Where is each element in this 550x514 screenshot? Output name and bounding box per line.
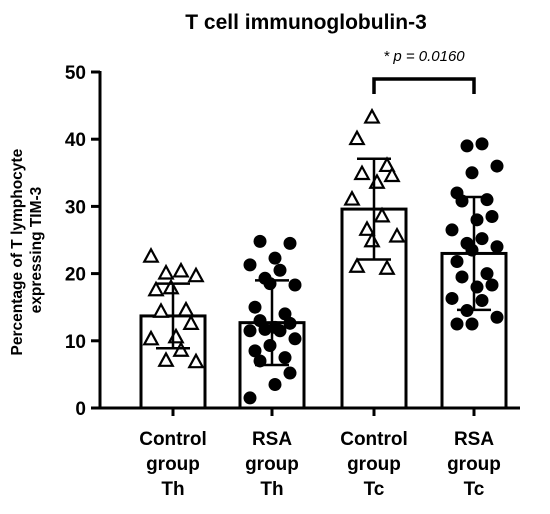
significance-label: * p = 0.0160	[383, 48, 465, 65]
data-point	[490, 159, 504, 173]
x-category-label: Th	[161, 479, 184, 500]
data-point	[243, 391, 257, 405]
data-point	[445, 223, 459, 237]
data-point	[480, 193, 494, 207]
data-point	[248, 344, 262, 358]
data-point	[445, 291, 459, 305]
data-point	[248, 300, 262, 314]
data-point	[450, 255, 464, 269]
y-axis-label-line-1: Percentage of T lymphocyte	[9, 148, 26, 355]
x-category-label: Tc	[364, 479, 385, 500]
data-point	[480, 267, 494, 281]
data-point	[268, 377, 282, 391]
x-category-label: Tc	[464, 479, 485, 500]
y-tick-label: 50	[65, 63, 86, 84]
data-point	[388, 226, 406, 243]
data-point	[363, 107, 381, 124]
data-point	[273, 263, 287, 277]
y-axis-label-line-2: expressing TIM-3	[28, 186, 45, 313]
data-point	[475, 137, 489, 151]
data-point	[187, 352, 205, 369]
data-point	[475, 293, 489, 307]
data-point	[465, 317, 479, 331]
data-point	[455, 270, 469, 284]
y-tick-label: 0	[75, 399, 86, 420]
plot-area: 0 10 20 30 40 50 Control group Th RSA group Th Contr…	[65, 48, 520, 500]
data-point	[273, 324, 287, 338]
x-category-label: group	[146, 454, 200, 475]
data-point	[157, 263, 175, 280]
data-point	[182, 314, 200, 330]
x-category-label: Th	[260, 479, 283, 500]
data-point	[177, 300, 195, 317]
data-point	[142, 329, 160, 346]
data-point	[152, 302, 170, 318]
data-point	[157, 351, 175, 367]
significance-bracket	[372, 77, 476, 94]
data-point	[363, 231, 381, 248]
data-point	[243, 258, 257, 272]
data-point	[475, 232, 489, 246]
x-category-label: group	[245, 454, 299, 475]
y-tick-label: 30	[65, 197, 86, 218]
x-category-label: RSA	[252, 429, 292, 450]
data-point	[147, 280, 165, 297]
data-point	[465, 166, 479, 180]
x-category-label: Control	[139, 429, 207, 450]
data-point	[263, 339, 277, 353]
data-point	[348, 257, 366, 273]
data-point	[353, 164, 371, 181]
data-point	[162, 278, 180, 295]
x-category-label: RSA	[454, 429, 494, 450]
data-point	[348, 129, 366, 146]
data-point	[243, 324, 257, 338]
data-point	[378, 156, 396, 173]
data-point	[288, 278, 302, 292]
data-point	[378, 259, 396, 275]
x-category-label: group	[447, 454, 501, 475]
x-category-label: Control	[340, 429, 408, 450]
y-tick-label: 10	[65, 332, 86, 353]
data-point	[288, 332, 302, 346]
data-point	[450, 317, 464, 331]
data-point	[283, 316, 297, 330]
data-point	[278, 351, 292, 365]
data-point	[343, 189, 361, 206]
data-point	[268, 251, 282, 265]
data-point	[142, 247, 160, 263]
data-point	[460, 139, 474, 153]
y-axis-label: Percentage of T lymphocyte expressing TI…	[9, 144, 45, 355]
data-point	[283, 366, 297, 380]
y-tick-label: 20	[65, 265, 86, 286]
y-tick-label: 40	[65, 130, 86, 151]
data-point	[490, 310, 504, 324]
data-point	[373, 206, 391, 223]
data-point	[485, 209, 499, 223]
data-point	[470, 213, 484, 227]
data-point	[253, 234, 267, 248]
data-point	[172, 341, 190, 357]
data-point	[358, 220, 376, 236]
data-point	[283, 236, 297, 250]
data-point	[187, 266, 205, 283]
data-point	[172, 261, 190, 278]
data-point	[485, 278, 499, 292]
data-point	[465, 243, 479, 257]
x-category-label: group	[347, 454, 401, 475]
data-point	[383, 166, 401, 183]
data-point	[490, 240, 504, 254]
data-point	[470, 280, 484, 294]
data-point	[368, 173, 386, 189]
data-point	[258, 322, 272, 336]
chart-title: T cell immunoglobulin-3	[185, 11, 427, 34]
